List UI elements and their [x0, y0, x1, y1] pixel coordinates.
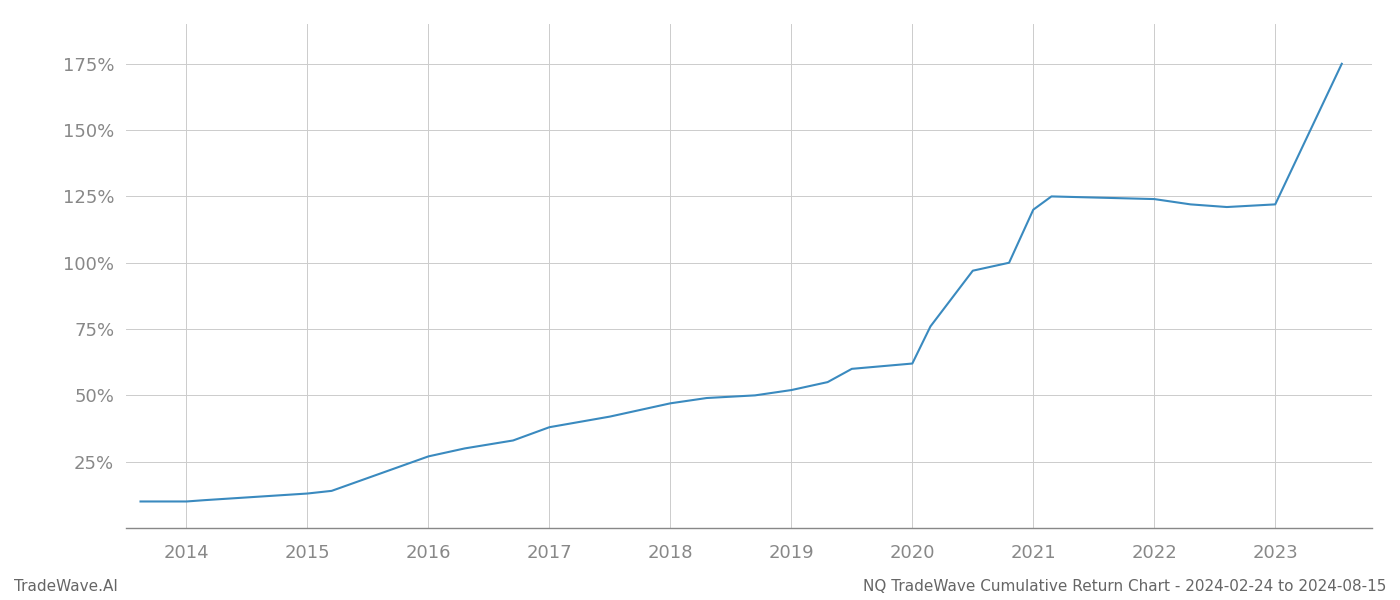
Text: NQ TradeWave Cumulative Return Chart - 2024-02-24 to 2024-08-15: NQ TradeWave Cumulative Return Chart - 2… [862, 579, 1386, 594]
Text: TradeWave.AI: TradeWave.AI [14, 579, 118, 594]
